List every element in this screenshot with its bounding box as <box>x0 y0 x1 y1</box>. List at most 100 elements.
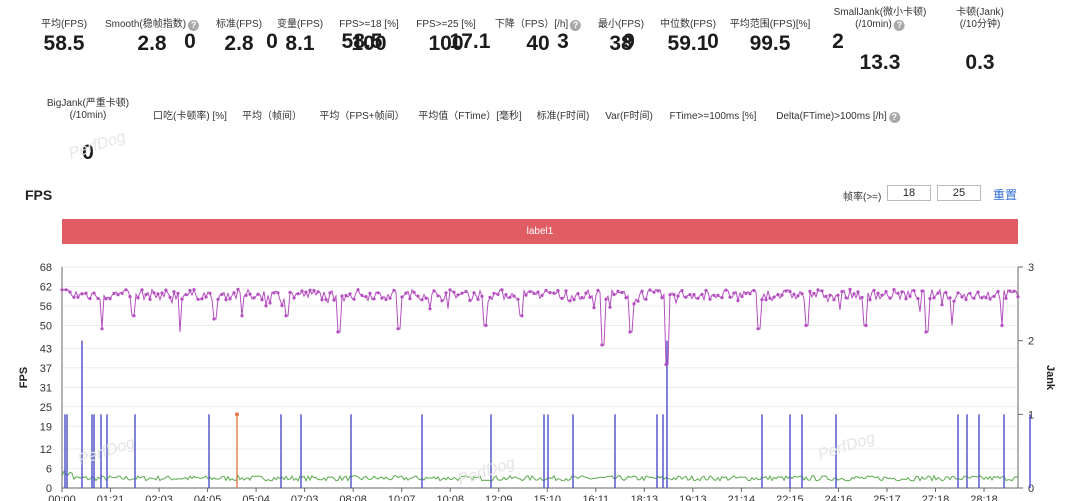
metric-value: 0 <box>707 30 719 53</box>
frame-rate-threshold-25-input[interactable] <box>937 185 981 201</box>
fps-point <box>220 292 224 296</box>
metric-value: 0.3 <box>965 51 995 74</box>
metric-label-text: Smooth(稳帧指数) <box>104 19 187 30</box>
fps-point <box>560 296 564 300</box>
fps-point <box>476 297 480 301</box>
frame-rate-threshold-18-input[interactable] <box>887 185 931 201</box>
fps-point <box>896 291 900 295</box>
fps-point <box>148 297 152 301</box>
fps-point <box>500 288 504 292</box>
fps-point <box>152 291 156 295</box>
metric-label-text: FPS>=25 [%] <box>416 19 476 30</box>
label-bar[interactable]: label1 <box>62 219 1018 244</box>
fps-point <box>548 291 552 295</box>
fps-point <box>472 291 476 295</box>
fps-point <box>952 299 956 303</box>
fps-metric: Smooth(稳帧指数)? 2.8 <box>104 19 200 55</box>
fps-point <box>760 298 764 302</box>
fps-point <box>684 295 688 299</box>
metric-label: 平均(FPS) <box>41 19 87 31</box>
fps-point <box>928 297 932 301</box>
metric-label-text: 变量(FPS) <box>276 19 324 30</box>
metric-value: 100 <box>351 32 387 55</box>
fps-point <box>252 296 256 300</box>
fps-point <box>888 296 892 300</box>
fps-point <box>704 288 708 292</box>
help-icon[interactable]: ? <box>888 112 900 123</box>
reset-button[interactable]: 重置 <box>993 188 1018 202</box>
fps-point <box>564 289 568 293</box>
x-tick-label: 02:03 <box>145 494 173 501</box>
fps-point <box>712 293 716 297</box>
fps-point <box>60 288 64 292</box>
fps-point <box>796 294 800 298</box>
fps-point <box>596 288 600 292</box>
fps-point <box>976 290 980 294</box>
fps-point <box>72 295 76 299</box>
fps-point <box>696 296 700 300</box>
fps-point <box>992 294 996 298</box>
fps-point <box>204 295 208 299</box>
fps-point <box>272 291 276 295</box>
fps-point <box>1004 296 1008 300</box>
fps-point <box>524 293 528 297</box>
x-tick-label: 18:13 <box>631 494 659 501</box>
help-icon[interactable]: ? <box>570 20 582 31</box>
fps-point <box>672 293 676 297</box>
metric-label: 标准(F时间) <box>537 111 590 123</box>
fps-section-title: FPS <box>25 187 53 203</box>
fps-point <box>852 292 856 296</box>
help-icon[interactable]: ? <box>893 20 905 31</box>
metric-value: 17.1 <box>449 30 491 53</box>
fps-point <box>804 323 808 328</box>
fps-point <box>988 297 992 301</box>
fps-point <box>568 299 572 303</box>
x-tick-label: 12:09 <box>485 494 513 501</box>
metric-label-text: 口吃(卡顿率) [%] <box>153 111 227 122</box>
help-icon[interactable]: ? <box>188 20 200 31</box>
fps-point <box>816 288 820 292</box>
fps-point <box>412 290 416 294</box>
metric-value: 9 <box>623 30 635 53</box>
metric-value: 40 <box>526 32 550 55</box>
fps-point <box>964 297 968 302</box>
fps-point <box>324 297 328 302</box>
fps-point <box>420 298 424 302</box>
fps-metric: 下降（FPS）[/h]? 40 <box>494 19 582 55</box>
fps-point <box>276 291 280 295</box>
fps-point <box>96 296 100 301</box>
fps-point <box>972 296 976 300</box>
metric-value: 0 <box>266 30 278 53</box>
metric-value: 38 <box>609 32 633 55</box>
x-tick-label: 08:08 <box>339 494 367 501</box>
fps-point <box>188 288 192 293</box>
metric-label-unit-text: (/10min) <box>855 19 892 30</box>
fps-point <box>144 292 148 297</box>
fps-point <box>280 304 284 308</box>
fps-metric: 标准(FPS) 2.8 <box>216 19 262 55</box>
fps-point <box>724 288 728 292</box>
fps-point <box>936 291 940 295</box>
fps-point <box>916 297 920 301</box>
fps-point <box>860 295 864 299</box>
metric-label: Var(F时间) <box>605 111 653 123</box>
metric-value: 100 <box>428 32 464 55</box>
fps-series-line <box>62 288 1019 365</box>
fps-point <box>180 297 184 301</box>
fps-point <box>968 291 972 295</box>
fps-metric: SmallJank(微小卡顿) (/10min)? 13.3 <box>833 7 927 74</box>
fps-point <box>908 294 912 298</box>
metric-label-text: 下降（FPS）[/h] <box>494 19 569 30</box>
fps-point <box>836 293 840 297</box>
fps-point <box>392 288 396 292</box>
fps-point <box>616 289 620 293</box>
y2-axis-title: Jank <box>1044 365 1056 391</box>
metric-label-text: SmallJank(微小卡顿) <box>833 7 927 18</box>
fps-point <box>688 293 692 297</box>
fps-point <box>384 297 388 302</box>
fps-point <box>292 296 296 300</box>
metric-label-text: 最小(FPS) <box>597 19 645 30</box>
fps-point <box>668 293 672 297</box>
fps-point <box>820 289 824 293</box>
metric-value: 58.5 <box>43 32 85 55</box>
